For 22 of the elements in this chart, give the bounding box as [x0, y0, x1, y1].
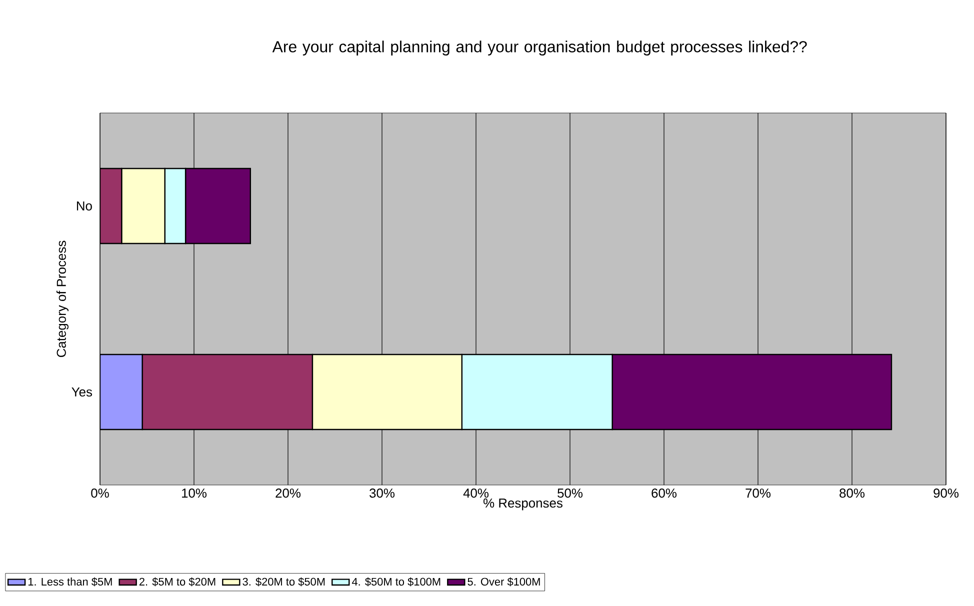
- bar: [142, 354, 314, 430]
- x-tick-label: 40%: [463, 488, 489, 498]
- legend-label: 5. Over $100M: [468, 577, 540, 586]
- x-tick-label: 20%: [276, 488, 301, 498]
- x-tick-label: 90%: [934, 488, 958, 498]
- x-tick-label: 50%: [558, 488, 582, 498]
- x-tick-label: 70%: [746, 488, 770, 498]
- x-tick-label: 80%: [840, 488, 864, 498]
- legend-label: 2. $5M to $20M: [139, 577, 216, 586]
- legend-label: 3. $20M to $50M: [242, 577, 325, 586]
- x-tick-label: 60%: [652, 488, 676, 498]
- bar: [100, 168, 122, 244]
- x-tick-label: 0%: [91, 488, 109, 498]
- y-tick-label: Yes: [72, 387, 92, 397]
- y-axis-title: Category of Process: [56, 240, 69, 358]
- chart-title: Are your capital planning and your organisation budget processes linked??: [272, 40, 807, 56]
- y-tick-label: No: [76, 201, 92, 211]
- legend-label: 1. Less than $5M: [28, 577, 112, 586]
- x-tick-label: 30%: [370, 488, 395, 498]
- x-axis-title: % Responses: [484, 498, 562, 510]
- legend-label: 4. $50M to $100M: [352, 577, 440, 586]
- x-tick-label: 10%: [182, 488, 207, 498]
